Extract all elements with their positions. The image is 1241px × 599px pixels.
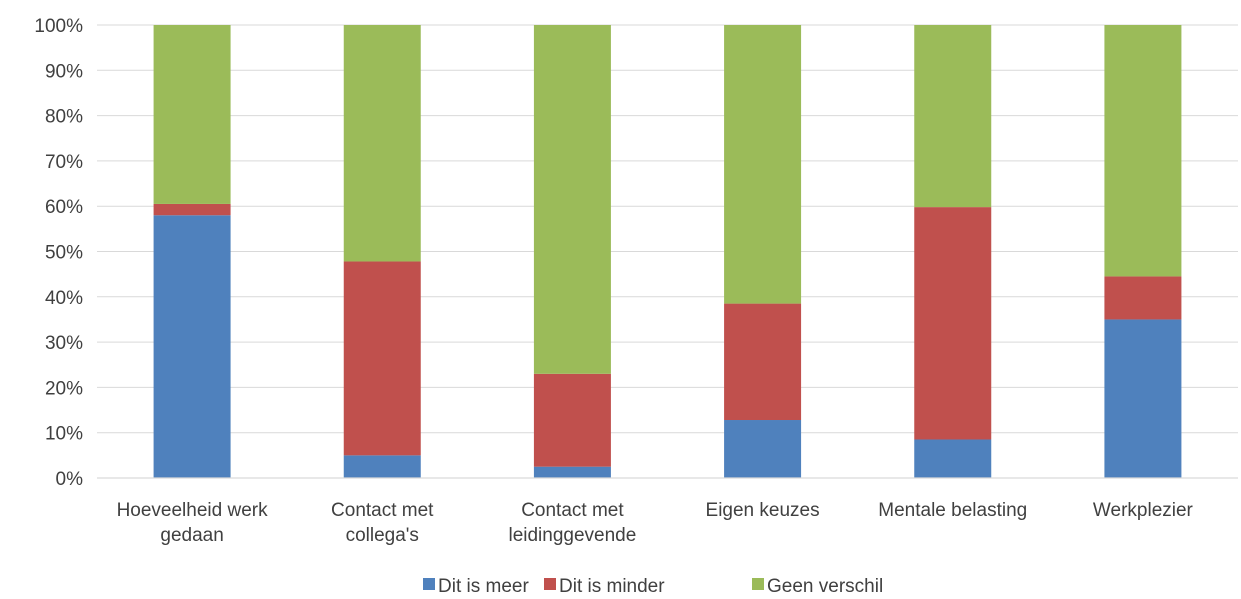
- x-category-label: Werkplezier: [1093, 500, 1194, 521]
- y-tick-label: 40%: [45, 288, 83, 309]
- bar-segment-dit-is-minder: [533, 373, 611, 467]
- bar-segment-dit-is-meer: [343, 455, 421, 478]
- x-category-label: Mentale belasting: [878, 500, 1027, 521]
- gridlines: [97, 24, 1238, 434]
- bar-segment-dit-is-meer: [153, 215, 231, 478]
- y-tick-label: 30%: [45, 333, 83, 354]
- x-category-label: Hoeveelheid werk gedaan: [117, 500, 269, 546]
- y-tick-label: 60%: [45, 197, 83, 218]
- bar-segment-dit-is-meer: [533, 466, 611, 478]
- y-tick-label: 20%: [45, 378, 83, 399]
- legend-swatch: [423, 578, 435, 590]
- bar-segment-geen-verschil: [724, 25, 802, 304]
- y-tick-label: 50%: [45, 243, 83, 264]
- bar-segment-dit-is-minder: [724, 303, 802, 421]
- legend-swatch: [752, 578, 764, 590]
- legend: Dit is meer Dit is minder Geen verschil: [423, 576, 883, 597]
- y-tick-label: 80%: [45, 107, 83, 128]
- bar-segment-dit-is-meer: [1104, 319, 1182, 478]
- bar-segment-dit-is-meer: [914, 439, 992, 478]
- x-category-label: Contact met leidinggevende: [508, 500, 636, 546]
- y-tick-label: 0%: [56, 469, 84, 490]
- bar-segment-dit-is-minder: [1104, 276, 1182, 320]
- x-category-label: Contact met collega's: [331, 500, 434, 546]
- x-axis-labels: Hoeveelheid werk gedaan Contact met collega…: [117, 500, 1194, 546]
- bars: [153, 25, 1182, 478]
- legend-label: Dit is meer: [438, 576, 529, 597]
- y-tick-label: 100%: [34, 16, 83, 37]
- bar-segment-dit-is-meer: [724, 420, 802, 478]
- y-tick-label: 70%: [45, 152, 83, 173]
- legend-label: Dit is minder: [559, 576, 665, 597]
- bar-segment-geen-verschil: [533, 25, 611, 374]
- legend-label: Geen verschil: [767, 576, 883, 597]
- bar-segment-dit-is-minder: [153, 203, 231, 216]
- x-category-label: Eigen keuzes: [706, 500, 820, 521]
- y-axis-ticks: 0% 10% 20% 30% 40% 50% 60% 70% 80% 90% 100%: [34, 16, 83, 490]
- bar-segment-geen-verschil: [343, 25, 421, 262]
- bar-segment-geen-verschil: [1104, 25, 1182, 277]
- bar-segment-dit-is-minder: [343, 261, 421, 456]
- y-tick-label: 90%: [45, 61, 83, 82]
- bar-segment-dit-is-minder: [914, 207, 992, 440]
- bar-segment-geen-verschil: [153, 25, 231, 204]
- bar-segment-geen-verschil: [914, 25, 992, 208]
- legend-swatch: [544, 578, 556, 590]
- y-tick-label: 10%: [45, 424, 83, 445]
